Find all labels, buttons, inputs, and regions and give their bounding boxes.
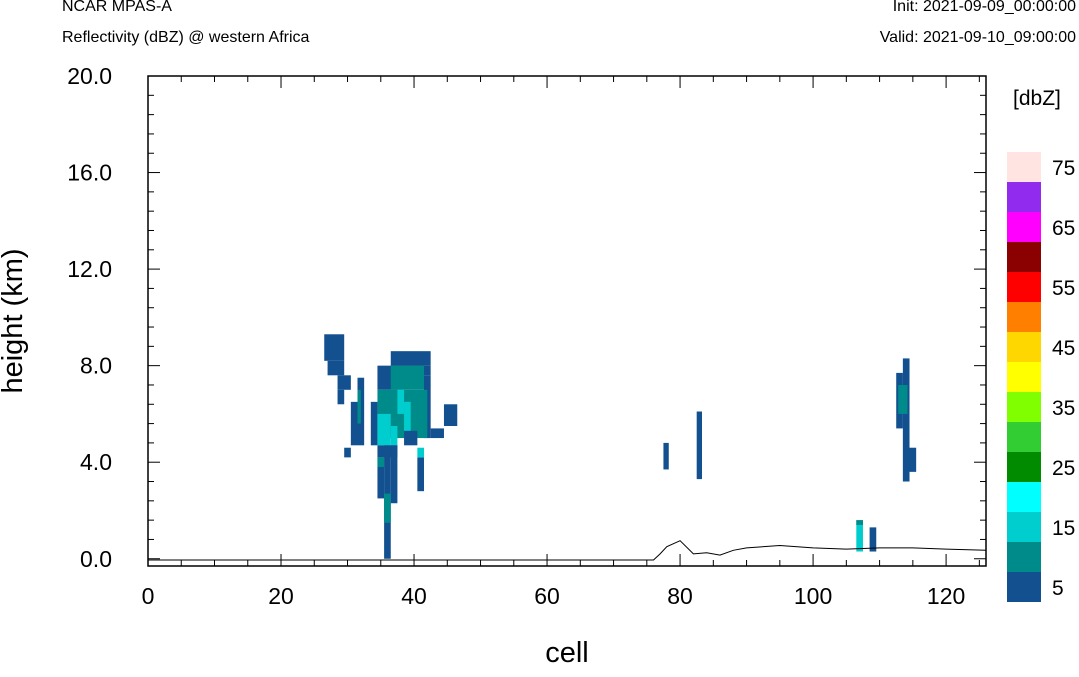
reflectivity-cell <box>327 360 345 376</box>
x-tick-label: 80 <box>667 583 693 609</box>
reflectivity-cell <box>377 457 385 468</box>
reflectivity-cell <box>417 447 425 458</box>
colorbar-swatch <box>1007 422 1041 452</box>
colorbar-swatch <box>1007 542 1041 572</box>
colorbar: 5 15 25 35 45 55 65 75 <box>1007 152 1075 602</box>
reflectivity-cell <box>404 430 418 446</box>
colorbar-swatch <box>1007 242 1041 272</box>
reflectivity-cell <box>856 520 863 552</box>
y-axis-ticks: 0.0 4.0 8.0 12.0 16.0 20.0 <box>67 63 986 572</box>
y-tick-label: 20.0 <box>67 63 112 89</box>
x-tick-label: 120 <box>927 583 965 609</box>
field-title: Reflectivity (dBZ) @ western Africa <box>62 29 310 46</box>
colorbar-tick-label: 55 <box>1052 277 1075 300</box>
y-tick-label: 4.0 <box>80 449 112 475</box>
reflectivity-cell <box>357 389 361 424</box>
valid-time: Valid: 2021-09-10_09:00:00 <box>879 29 1076 46</box>
reflectivity-cell <box>902 358 910 482</box>
reflectivity-cell <box>390 426 398 446</box>
model-title: NCAR MPAS-A <box>62 0 172 15</box>
y-tick-label: 12.0 <box>67 256 112 282</box>
reflectivity-cell <box>898 384 908 414</box>
colorbar-tick-label: 35 <box>1052 397 1075 420</box>
colorbar-swatch <box>1007 272 1041 302</box>
reflectivity-cell <box>350 401 358 446</box>
reflectivity-cell <box>390 445 398 504</box>
reflectivity-cell <box>869 527 877 552</box>
reflectivity-cell <box>907 447 917 472</box>
colorbar-swatch <box>1007 392 1041 422</box>
x-tick-label: 40 <box>401 583 427 609</box>
reflectivity-cell <box>663 442 669 470</box>
reflectivity-cell <box>404 401 411 439</box>
reflectivity-cell <box>384 445 391 523</box>
colorbar-swatch <box>1007 572 1041 602</box>
reflectivity-cell <box>856 520 863 525</box>
y-tick-label: 16.0 <box>67 160 112 186</box>
plot-frame <box>147 75 987 567</box>
colorbar-tick-label: 75 <box>1052 157 1075 180</box>
y-tick-label: 8.0 <box>80 353 112 379</box>
reflectivity-cell <box>377 413 391 446</box>
colorbar-swatch <box>1007 362 1041 392</box>
reflectivity-cell <box>397 389 405 414</box>
reflectivity-cell <box>384 522 391 559</box>
x-tick-label: 0 <box>142 583 155 609</box>
reflectivity-cell <box>337 375 351 390</box>
y-axis-label: height (km) <box>0 248 29 393</box>
colorbar-swatch <box>1007 512 1041 542</box>
reflectivity-cell <box>430 428 444 439</box>
x-axis-label: cell <box>545 637 589 669</box>
colorbar-swatch <box>1007 212 1041 242</box>
reflectivity-cell <box>344 447 351 458</box>
colorbar-swatch <box>1007 452 1041 482</box>
colorbar-swatch <box>1007 182 1041 212</box>
colorbar-tick-label: 15 <box>1052 517 1075 540</box>
terrain-profile <box>148 540 987 561</box>
colorbar-tick-label: 65 <box>1052 217 1075 240</box>
reflectivity-cell <box>696 411 703 480</box>
reflectivity-cell <box>324 334 345 361</box>
reflectivity-cell <box>370 401 378 446</box>
reflectivity-cells <box>324 334 917 559</box>
colorbar-swatch <box>1007 482 1041 512</box>
colorbar-swatch <box>1007 332 1041 362</box>
reflectivity-cell <box>417 457 425 492</box>
reflectivity-cell <box>384 493 391 523</box>
reflectivity-cell <box>390 365 425 390</box>
x-tick-label: 100 <box>794 583 832 609</box>
colorbar-swatch <box>1007 152 1041 182</box>
reflectivity-cell <box>443 404 458 426</box>
reflectivity-cell <box>337 389 345 405</box>
terrain-line <box>148 540 987 561</box>
x-axis-ticks: 0 20 40 60 80 100 120 <box>142 76 980 609</box>
colorbar-tick-label: 5 <box>1052 577 1064 600</box>
x-tick-label: 60 <box>534 583 560 609</box>
init-time: Init: 2021-09-09_00:00:00 <box>892 0 1076 15</box>
x-tick-label: 20 <box>268 583 294 609</box>
reflectivity-cell <box>390 351 431 366</box>
reflectivity-cell <box>377 457 385 499</box>
colorbar-tick-label: 45 <box>1052 337 1075 360</box>
colorbar-tick-label: 25 <box>1052 457 1075 480</box>
colorbar-swatch <box>1007 302 1041 332</box>
colorbar-units: [dbZ] <box>1013 87 1061 110</box>
y-tick-label: 0.0 <box>80 546 112 572</box>
